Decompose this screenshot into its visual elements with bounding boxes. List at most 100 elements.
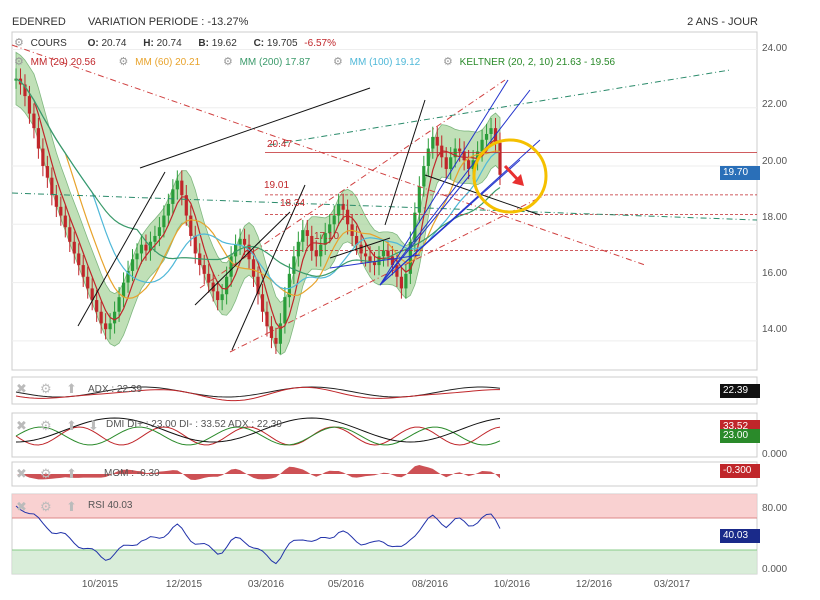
gear-icon[interactable]: ⚙ [118,56,129,68]
dmi-minus-line [15,426,501,446]
x-tick-label: 10/2015 [81,579,119,590]
candle-body [390,256,395,266]
candle-body [368,256,372,263]
drawn-line [77,171,166,327]
level-label-2047: 20.47 [267,139,293,150]
candle-body [296,241,300,257]
variation-value: -13.27% [207,16,249,28]
candle-body [238,238,242,245]
candle-body [346,209,350,225]
x-tick-label: 08/2016 [411,579,449,590]
gear-icon[interactable]: ⚙ [40,499,52,514]
candle-body [32,113,36,129]
candle-body [135,253,139,260]
candle-body [63,215,67,228]
x-tick-label: 03/2017 [653,579,691,590]
arrow-up-icon[interactable]: ⬆ [66,499,77,514]
candle-body [104,323,108,330]
period-label: 2 ANS - JOUR [687,16,758,28]
candle-body [337,203,341,216]
candle-body [444,157,448,169]
indicator-legend: ⚙ MM (20) 20.56 ⚙ MM (60) 20.21 ⚙ MM (20… [14,55,619,68]
candle-body [207,273,211,283]
drawn-line [231,184,306,351]
mm60-line [15,78,501,299]
arrow-up-icon[interactable]: ⬆ [66,418,77,433]
close-icon[interactable]: ✖ [16,499,27,514]
candle-body [81,265,85,277]
legend-mm60[interactable]: MM (60) 20.21 [135,57,201,68]
gear-icon[interactable]: ⚙ [14,56,24,68]
candle-body [354,235,359,245]
close-icon[interactable]: ✖ [16,466,27,481]
candle-body [265,311,269,327]
x-tick-label: 12/2016 [575,579,613,590]
gear-icon[interactable]: ⚙ [40,418,52,433]
candle-body [431,136,435,149]
arrow-down-icon[interactable]: ⬇ [88,418,99,433]
close-icon[interactable]: ✖ [16,381,27,396]
gear-icon[interactable]: ⚙ [332,56,343,68]
x-tick-label: 10/2016 [493,579,531,590]
dmi-zero-tick: 0.000 [762,449,788,460]
gear-icon[interactable]: ⚙ [14,37,24,49]
candle-body [50,177,54,196]
highlight-circle [472,138,548,214]
candle-body [381,250,386,257]
rsi-oversold-zone [12,550,757,574]
candle-body [233,244,238,257]
legend-keltner[interactable]: KELTNER (20, 2, 10) 21.63 - 19.56 [459,57,616,68]
candle-body [157,227,162,236]
candle-body [413,212,417,242]
candle-body [45,166,49,178]
y-tick-label: 20.00 [762,156,788,167]
candle-body [489,128,493,134]
fan-line [379,159,521,286]
rsi-badge: 40.03 [720,529,760,543]
rsi-80-tick: 80.00 [762,503,788,514]
gear-icon[interactable]: ⚙ [40,381,52,396]
gear-icon[interactable]: ⚙ [443,56,453,68]
legend-mm200[interactable]: MM (200) 17.87 [239,57,311,68]
y-tick-label: 24.00 [762,43,788,54]
legend-mm20[interactable]: MM (20) 20.56 [30,57,96,68]
candle-body [435,136,439,146]
candle-body [68,227,72,242]
price-badge: 19.70 [720,166,760,180]
candle-body [328,224,332,234]
mm100-line [15,78,501,290]
rsi-overbought-zone [12,494,757,518]
close-icon[interactable]: ✖ [16,418,27,433]
fan-line [329,254,421,269]
candle-body [189,215,193,236]
candle-body [458,148,462,152]
candle-body [475,151,480,161]
arrow-up-icon[interactable]: ⬆ [66,381,77,396]
candle-body [166,203,170,216]
gear-icon[interactable]: ⚙ [222,56,233,68]
trend-line [199,79,506,289]
variation-label: VARIATION PERIODE : -13.27% [88,16,249,28]
ticker-name: EDENRED [12,16,66,28]
mm20-line [15,78,501,330]
candle-body [117,297,121,312]
candle-body [77,253,81,266]
candle-body [417,186,421,213]
dmi-label: DMI DI+ : 23.00 DI- : 33.52 ADX : 22.39 [106,419,282,430]
legend-mm100[interactable]: MM (100) 19.12 [349,57,421,68]
candle-body [180,180,184,196]
change-value: -6.57% [304,38,336,49]
momentum-area [16,465,500,480]
high-value: 20.74 [156,38,182,49]
gear-icon[interactable]: ⚙ [40,466,52,481]
candle-body [301,230,305,242]
rsi-zero-tick: 0.000 [762,564,788,575]
drawn-line [384,99,426,226]
close-value: 19.705 [266,38,298,49]
candle-body [229,256,233,277]
arrow-up-icon[interactable]: ⬆ [66,466,77,481]
candle-body [153,235,157,242]
y-tick-label: 14.00 [762,324,788,335]
